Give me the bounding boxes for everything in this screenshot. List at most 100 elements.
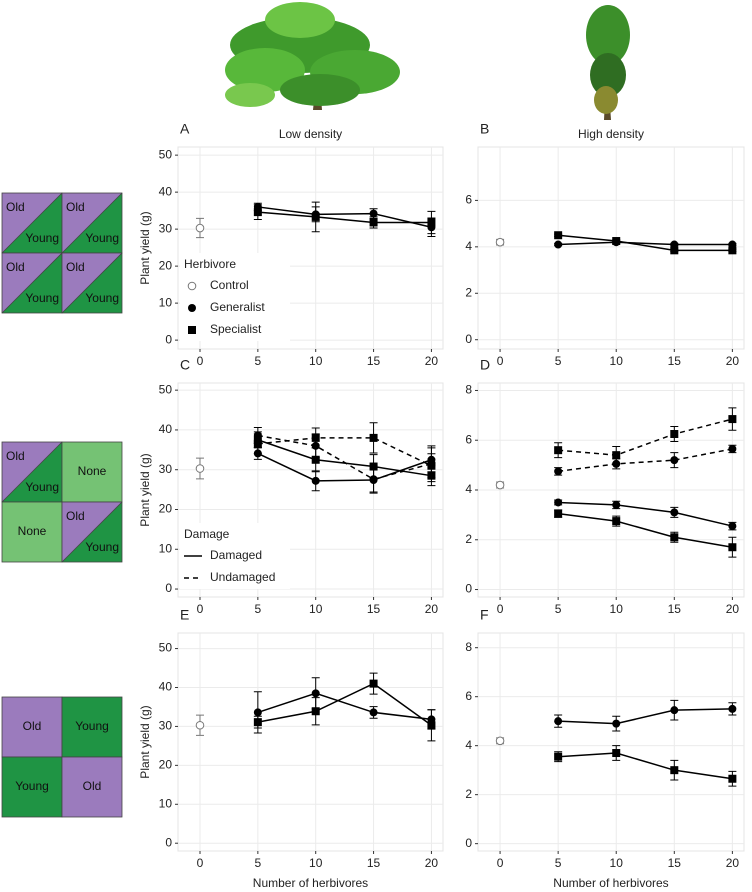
x-axis-label: Number of herbivores [253, 876, 368, 890]
data-point [728, 774, 737, 783]
data-point [495, 237, 505, 247]
data-point [427, 218, 436, 227]
data-point [728, 415, 737, 424]
panel-label: D [480, 357, 490, 373]
panel-label: C [180, 357, 190, 373]
data-point [554, 498, 563, 507]
y-tick-label: 8 [465, 640, 472, 654]
y-tick-label: 0 [465, 332, 472, 346]
data-point [612, 517, 621, 526]
cell-label: Young [85, 540, 119, 554]
cell-label: Young [25, 231, 59, 245]
y-tick-label: 8 [465, 383, 472, 397]
data-point [253, 708, 262, 717]
panel-label: F [480, 607, 489, 623]
y-tick-label: 50 [159, 641, 173, 655]
data-point [554, 231, 563, 240]
data-point [311, 689, 320, 698]
series-line [257, 439, 432, 477]
cell-label: Old [83, 779, 102, 793]
y-axis-label: Plant yield (g) [138, 453, 152, 526]
data-point [311, 455, 320, 464]
series-line [558, 708, 733, 725]
cell-label: Old [23, 719, 42, 733]
x-tick-label: 5 [555, 856, 562, 870]
plant-large [225, 2, 400, 110]
y-tick-label: 10 [159, 796, 173, 810]
y-tick-label: 0 [465, 836, 472, 850]
y-tick-label: 0 [165, 835, 172, 849]
series-line [558, 752, 733, 780]
x-tick-label: 5 [555, 602, 562, 616]
cell-label: Old [66, 200, 85, 214]
y-tick-label: 20 [159, 258, 173, 272]
data-point [369, 218, 378, 227]
legend-marker [188, 304, 196, 312]
data-point [554, 717, 563, 726]
series-line [558, 241, 733, 246]
x-tick-label: 5 [255, 856, 262, 870]
x-tick-label: 0 [197, 602, 204, 616]
plot-area [177, 632, 444, 852]
series-line [257, 437, 432, 467]
y-tick-label: 10 [159, 295, 173, 309]
legend-background [180, 253, 290, 341]
y-tick-label: 20 [159, 502, 173, 516]
x-tick-label: 20 [425, 856, 439, 870]
x-tick-label: 0 [497, 856, 504, 870]
x-tick-label: 20 [726, 602, 740, 616]
x-tick-label: 0 [497, 602, 504, 616]
y-tick-label: 4 [465, 738, 472, 752]
y-tick-label: 30 [159, 719, 173, 733]
cell-label: Old [6, 260, 25, 274]
x-tick-label: 15 [367, 354, 381, 368]
x-tick-label: 15 [668, 354, 682, 368]
cell-label: Young [15, 779, 49, 793]
legend-marker [187, 281, 197, 291]
data-point [612, 451, 621, 460]
data-point [495, 480, 505, 490]
cell-label: Young [25, 480, 59, 494]
x-tick-label: 10 [309, 354, 323, 368]
data-point [670, 246, 679, 255]
panel: 0 2 4 6 0 5 10 15 20 B High density [465, 121, 745, 368]
data-point [427, 721, 436, 730]
y-axis-label: Plant yield (g) [138, 211, 152, 284]
data-point [369, 209, 378, 218]
x-tick-label: 15 [668, 602, 682, 616]
plant-small [586, 5, 630, 120]
x-tick-label: 20 [726, 856, 740, 870]
series-line [558, 448, 733, 473]
panel-label: E [180, 607, 189, 623]
data-point [311, 707, 320, 716]
diagonal [61, 192, 123, 254]
series-line [558, 501, 733, 527]
y-tick-label: 20 [159, 758, 173, 772]
cell-label: Old [6, 449, 25, 463]
legend-label: Control [210, 278, 249, 292]
y-tick-label: 2 [465, 787, 472, 801]
data-point [554, 240, 563, 249]
legend-marker [188, 326, 196, 334]
panel: 0 2 4 6 8 0 5 10 15 20 F Number of herbivores [465, 607, 745, 890]
cell-label: Old [66, 260, 85, 274]
data-point [369, 679, 378, 688]
panel: 0 2 4 6 8 0 5 10 15 20 D [465, 357, 745, 616]
panel-label: A [180, 121, 190, 137]
x-tick-label: 15 [367, 856, 381, 870]
x-tick-label: 15 [367, 602, 381, 616]
x-tick-label: 20 [726, 354, 740, 368]
legend-label: Specialist [210, 322, 262, 336]
cell [62, 757, 122, 817]
x-tick-label: 10 [309, 856, 323, 870]
y-axis-label: Plant yield (g) [138, 705, 152, 778]
y-tick-label: 4 [465, 482, 472, 496]
y-tick-label: 0 [165, 581, 172, 595]
y-tick-label: 50 [159, 147, 173, 161]
x-tick-label: 0 [497, 354, 504, 368]
cell-label: None [78, 464, 107, 478]
y-tick-label: 10 [159, 541, 173, 555]
y-tick-label: 6 [465, 689, 472, 703]
data-point [670, 706, 679, 715]
